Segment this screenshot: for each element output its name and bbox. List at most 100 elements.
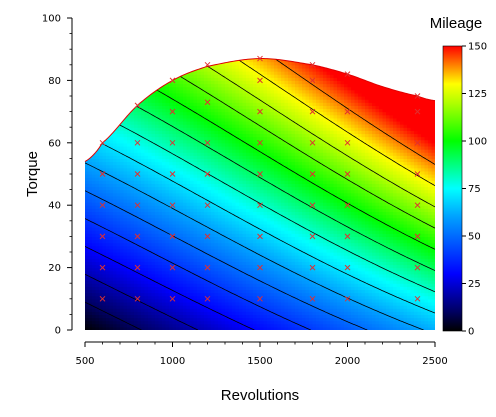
heatmap-cell <box>92 252 97 256</box>
heatmap-cell <box>158 301 163 306</box>
heatmap-cell <box>109 255 114 259</box>
heatmap-cell <box>190 145 195 150</box>
heatmap-cell <box>113 158 118 163</box>
heatmap-cell <box>151 158 156 163</box>
heatmap-cell <box>130 149 135 153</box>
heatmap-cell <box>130 142 135 147</box>
heatmap-cell <box>120 183 125 188</box>
heatmap-cell <box>176 211 181 216</box>
heatmap-cell <box>158 286 163 291</box>
heatmap-cell <box>186 189 191 194</box>
heatmap-cell <box>127 280 132 284</box>
heatmap-cell <box>148 102 153 106</box>
heatmap-cell <box>137 323 142 328</box>
heatmap-cell <box>127 248 132 253</box>
heatmap-cell <box>144 167 149 172</box>
heatmap-cell <box>102 311 107 315</box>
heatmap-cell <box>151 252 156 256</box>
heatmap-cell <box>158 264 163 269</box>
heatmap-cell <box>179 180 184 184</box>
heatmap-cell <box>193 202 198 206</box>
heatmap-cell <box>183 326 188 331</box>
heatmap-cell <box>144 211 149 216</box>
heatmap-cell <box>197 311 202 315</box>
heatmap-cell <box>141 155 146 159</box>
heatmap-cell <box>197 283 202 287</box>
heatmap-cell <box>85 174 90 178</box>
heatmap-cell <box>102 211 107 216</box>
heatmap-cell <box>183 167 188 172</box>
heatmap-cell <box>186 202 191 206</box>
heatmap-cell <box>134 217 139 222</box>
heatmap-cell <box>179 314 184 319</box>
heatmap-cell <box>151 276 156 281</box>
heatmap-cell <box>169 136 174 141</box>
heatmap-cell <box>92 273 97 278</box>
heatmap-cell <box>183 74 188 78</box>
heatmap-cell <box>151 177 156 181</box>
heatmap-cell <box>141 142 146 147</box>
heatmap-cell <box>88 170 93 175</box>
heatmap-cell <box>137 314 142 319</box>
heatmap-cell <box>183 152 188 156</box>
heatmap-cell <box>186 311 191 315</box>
heatmap-cell <box>186 177 191 181</box>
heatmap-cell <box>155 230 160 234</box>
heatmap-cell <box>148 136 153 141</box>
heatmap-cell <box>141 264 146 269</box>
heatmap-cell <box>193 174 198 178</box>
heatmap-cell <box>85 202 90 206</box>
heatmap-cell <box>88 242 93 247</box>
heatmap-cell <box>92 245 97 250</box>
heatmap-cell <box>179 114 184 119</box>
heatmap-cell <box>148 120 153 125</box>
heatmap-cell <box>155 111 160 116</box>
heatmap-cell <box>144 161 149 166</box>
heatmap-cell <box>141 214 146 219</box>
heatmap-cell <box>169 252 174 256</box>
heatmap-cell <box>95 217 100 222</box>
heatmap-cell <box>179 149 184 153</box>
heatmap-cell <box>190 233 195 237</box>
heatmap-cell <box>179 111 184 116</box>
heatmap-cell <box>123 276 128 281</box>
heatmap-cell <box>141 198 146 203</box>
heatmap-cell <box>109 308 114 312</box>
heatmap-cell <box>102 202 107 206</box>
heatmap-cell <box>155 164 160 169</box>
heatmap-cell <box>158 180 163 184</box>
heatmap-cell <box>148 267 153 272</box>
heatmap-cell <box>183 270 188 275</box>
heatmap-cell <box>148 145 153 150</box>
heatmap-cell <box>141 267 146 272</box>
heatmap-cell <box>183 189 188 194</box>
heatmap-cell <box>172 158 177 163</box>
heatmap-cell <box>176 195 181 200</box>
heatmap-cell <box>130 124 135 128</box>
heatmap-cell <box>148 252 153 256</box>
heatmap-cell <box>162 195 167 200</box>
heatmap-cell <box>155 326 160 331</box>
heatmap-cell <box>127 117 132 122</box>
heatmap-cell <box>151 130 156 135</box>
heatmap-cell <box>92 264 97 269</box>
heatmap-cell <box>120 142 125 147</box>
heatmap-cell <box>183 314 188 319</box>
heatmap-cell <box>190 174 195 178</box>
heatmap-cell <box>169 198 174 203</box>
heatmap-cell <box>172 108 177 113</box>
heatmap-cell <box>123 180 128 184</box>
heatmap-cell <box>130 255 135 259</box>
heatmap-cell <box>123 314 128 319</box>
heatmap-cell <box>176 323 181 328</box>
heatmap-cell <box>109 155 114 159</box>
heatmap-cell <box>95 261 100 266</box>
heatmap-cell <box>134 130 139 135</box>
heatmap-cell <box>151 108 156 113</box>
heatmap-cell <box>165 295 170 300</box>
heatmap-cell <box>148 308 153 312</box>
heatmap-cell <box>190 152 195 156</box>
heatmap-cell <box>99 245 104 250</box>
heatmap-cell <box>172 89 177 94</box>
heatmap-cell <box>113 267 118 272</box>
